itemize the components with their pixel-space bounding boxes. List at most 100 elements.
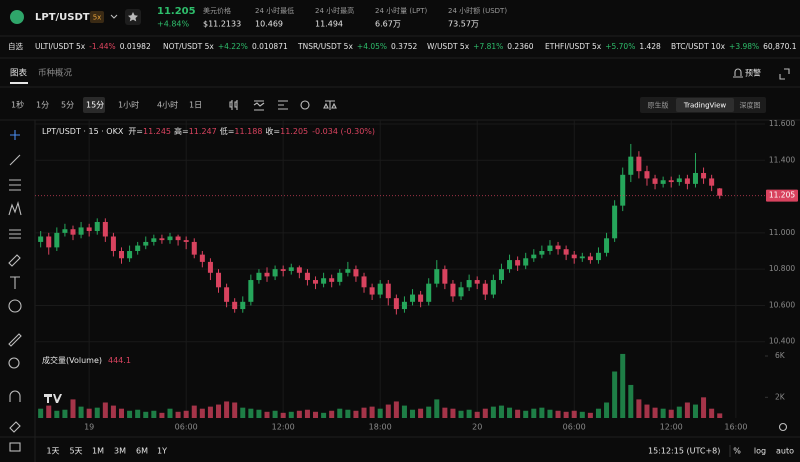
emoji-tool[interactable] xyxy=(8,299,22,313)
y-tick-label: 11.400 xyxy=(769,155,795,164)
volume-value: 444.1 xyxy=(108,356,131,365)
candle-type-icon[interactable] xyxy=(229,100,238,110)
y-tick-label: 10.800 xyxy=(769,264,795,273)
candle-body xyxy=(684,178,690,184)
interval[interactable]: 1分 xyxy=(36,101,49,110)
projection-tool[interactable] xyxy=(9,229,21,239)
volume-title: 成交量(Volume) xyxy=(42,355,102,365)
ticker-price: 0.010871 xyxy=(252,42,288,51)
candle-body xyxy=(151,238,157,242)
symbol[interactable]: LPT/USDT xyxy=(35,12,90,23)
compare-icon[interactable] xyxy=(323,100,337,110)
tab[interactable]: 币种概况 xyxy=(38,68,73,79)
volume-bar xyxy=(709,408,715,418)
tab[interactable]: 图表 xyxy=(10,68,28,79)
fib-tool[interactable] xyxy=(9,179,21,191)
lock-draw-tool[interactable] xyxy=(9,421,21,433)
ticker-label[interactable]: 自选 xyxy=(8,41,23,51)
views: 原生版 TradingView 深度图 xyxy=(648,101,761,110)
candle-body xyxy=(660,180,666,184)
interval[interactable]: 1秒 xyxy=(11,100,24,110)
volume-bar xyxy=(62,409,68,418)
lock-tool[interactable] xyxy=(9,442,21,452)
candle-body xyxy=(313,280,319,284)
scale-option[interactable]: auto xyxy=(776,447,794,456)
candle-body xyxy=(474,280,480,284)
candle-body xyxy=(240,301,246,310)
candle-body xyxy=(135,245,141,252)
volume-bar xyxy=(264,411,270,418)
volume-bar xyxy=(401,405,407,418)
y-tick-label: 10.400 xyxy=(769,337,795,346)
expand-icon[interactable] xyxy=(779,68,790,80)
candle-body xyxy=(272,269,278,277)
ticker-item[interactable]: ULTI/USDT 5x -1.44% 0.01982 xyxy=(35,42,151,51)
volume-bar xyxy=(329,410,335,418)
volume-bar xyxy=(717,413,723,418)
volume-bar xyxy=(442,407,448,418)
volume-bar xyxy=(199,408,205,418)
range-button[interactable]: 6M xyxy=(136,447,148,456)
dropdown-icon[interactable] xyxy=(110,14,118,19)
range-button[interactable]: 5天 xyxy=(69,447,82,456)
ticker-item[interactable]: W/USDT 5x +7.81% 0.2360 xyxy=(427,42,534,51)
volume-bar xyxy=(507,407,513,418)
line-tool[interactable] xyxy=(9,154,21,166)
ticker-price: 0.01982 xyxy=(120,42,151,51)
view-option[interactable]: TradingView xyxy=(683,102,727,110)
interval[interactable]: 1小时 xyxy=(118,100,139,110)
candle-body xyxy=(636,156,642,172)
ticker-price: 1.428 xyxy=(639,42,661,51)
alert[interactable]: 预警 xyxy=(745,68,761,78)
volume-bar xyxy=(313,411,319,418)
chart-settings-icon[interactable] xyxy=(778,422,788,432)
view-option[interactable]: 原生版 xyxy=(648,101,669,110)
range-button[interactable]: 1Y xyxy=(157,447,167,456)
pattern-tool[interactable] xyxy=(8,201,22,216)
ticker-item[interactable]: TNSR/USDT 5x +4.05% 0.3752 xyxy=(297,42,418,51)
ticker-price: 0.2360 xyxy=(507,42,533,51)
volume-bar xyxy=(288,411,294,418)
text-tool[interactable] xyxy=(10,276,20,289)
interval[interactable]: 4小时 xyxy=(157,100,178,110)
measure-tool[interactable] xyxy=(8,333,22,347)
candle-body xyxy=(62,229,68,233)
view-option[interactable]: 深度图 xyxy=(740,101,761,110)
range-button[interactable]: 3M xyxy=(114,447,126,456)
range-button[interactable]: 1M xyxy=(92,447,104,456)
volume-bar xyxy=(159,412,165,418)
range-button[interactable]: 1天 xyxy=(46,447,59,456)
zoom-tool[interactable] xyxy=(8,357,20,369)
interval[interactable]: 15分 xyxy=(86,101,104,110)
template-icon[interactable] xyxy=(278,100,288,110)
candle-body xyxy=(321,278,327,284)
interval[interactable]: 1日 xyxy=(189,101,202,110)
magnet-tool[interactable] xyxy=(9,390,21,402)
legend-field-value: 11.205 xyxy=(280,127,308,136)
candle-body xyxy=(563,249,569,255)
candle-body xyxy=(434,269,440,284)
ticker-item[interactable]: ETHFI/USDT 5x +5.70% 1.428 xyxy=(545,42,661,51)
ticker-change: +4.22% xyxy=(218,42,248,51)
crosshair-tool[interactable] xyxy=(10,130,20,140)
candle-body xyxy=(361,276,367,288)
volume-bar xyxy=(410,409,416,418)
candle-body xyxy=(442,269,448,284)
indicator-icon[interactable] xyxy=(253,100,265,111)
candle-body xyxy=(410,294,416,302)
interval[interactable]: 5分 xyxy=(61,101,74,110)
volume-bar xyxy=(321,412,327,418)
stat-label: 24 小时最低 xyxy=(255,6,294,15)
settings-icon[interactable] xyxy=(300,100,310,110)
volume-bar xyxy=(377,408,383,418)
brush-tool[interactable] xyxy=(8,254,21,267)
candle-body xyxy=(595,252,601,261)
candle-body xyxy=(94,221,100,232)
ticker-item[interactable]: BTC/USDT 10x +3.98% 60,870.1 xyxy=(671,42,797,51)
ticker-pair: ETHFI/USDT 5x xyxy=(545,42,602,51)
footer: 1天 5天 1M 3M 6M 1Y 15:12:15 (UTC+8)% log auto xyxy=(46,445,794,457)
scale-option[interactable]: log xyxy=(754,447,766,456)
ticker-item[interactable]: NOT/USDT 5x +4.22% 0.010871 xyxy=(163,42,288,51)
candle-body xyxy=(515,260,521,266)
scale-option[interactable]: % xyxy=(733,447,741,456)
